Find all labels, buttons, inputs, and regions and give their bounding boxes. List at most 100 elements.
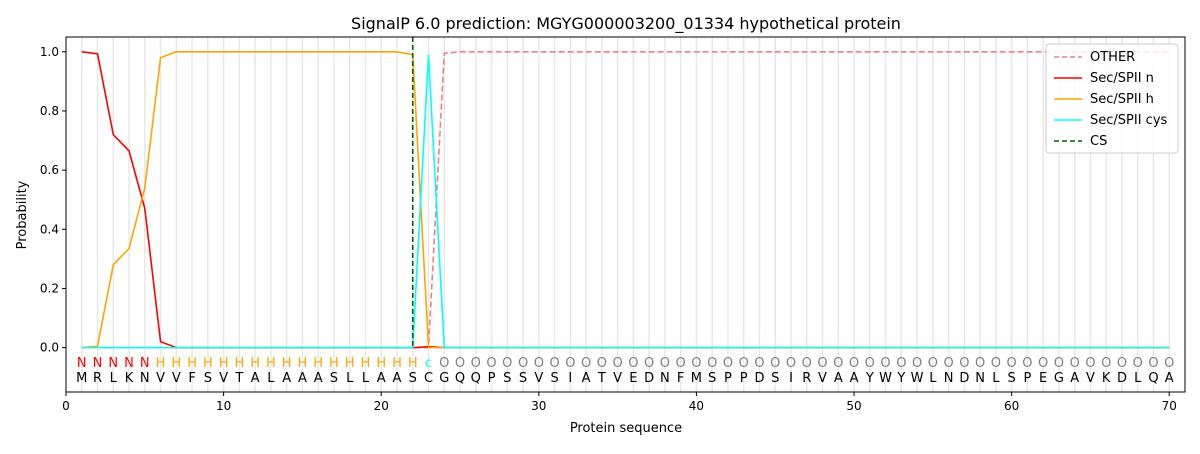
region-label: O (991, 356, 1001, 371)
region-label: O (770, 356, 780, 371)
region-label: O (565, 356, 575, 371)
region-label: N (124, 356, 134, 371)
region-label: O (613, 356, 623, 371)
region-label: O (739, 356, 749, 371)
series-line-sec-spii-cys (81, 54, 1170, 349)
region-label: O (975, 356, 985, 371)
region-label: O (628, 356, 638, 371)
region-label: H (345, 356, 355, 371)
region-label: O (943, 356, 953, 371)
region-label: O (723, 356, 733, 371)
region-label: O (1148, 356, 1158, 371)
region-label: N (108, 356, 118, 371)
region-label: N (77, 356, 87, 371)
region-label: O (549, 356, 559, 371)
region-label: O (1117, 356, 1127, 371)
region-label: O (1007, 356, 1017, 371)
y-tick-label: 1.0 (40, 45, 59, 59)
region-label: O (754, 356, 764, 371)
x-tick-label: 0 (62, 399, 70, 413)
chart-title: SignalP 6.0 prediction: MGYG000003200_01… (351, 14, 901, 34)
region-label: O (817, 356, 827, 371)
y-tick-label: 0.8 (40, 104, 59, 118)
region-label: O (912, 356, 922, 371)
region-label: H (408, 356, 418, 371)
y-tick-label: 0.6 (40, 163, 59, 177)
plot-frame (65, 36, 1186, 393)
region-label: O (1070, 356, 1080, 371)
x-tick-label: 60 (1004, 399, 1019, 413)
x-tick-label: 40 (689, 399, 704, 413)
series-line-other (81, 50, 1170, 349)
x-tick-label: 20 (374, 399, 389, 413)
sequence-residues: MRLKNVVFSVTALAAASLLAASCGQQPSSVSIATVEDNFM… (76, 371, 1174, 386)
region-label: H (298, 356, 308, 371)
x-tick-label: 10 (216, 399, 231, 413)
region-label: O (707, 356, 717, 371)
region-label: O (486, 356, 496, 371)
region-label: C (425, 356, 432, 371)
region-label: O (597, 356, 607, 371)
region-label: H (376, 356, 386, 371)
region-label: O (928, 356, 938, 371)
region-label: O (518, 356, 528, 371)
region-label: O (644, 356, 654, 371)
region-label: H (187, 356, 197, 371)
region-label: O (1101, 356, 1111, 371)
region-label: H (361, 356, 371, 371)
region-label: N (140, 356, 150, 371)
region-label: O (455, 356, 465, 371)
region-label: H (203, 356, 213, 371)
legend-label: Sec/SPII cys (1090, 113, 1168, 128)
region-label: O (849, 356, 859, 371)
region-label: O (676, 356, 686, 371)
legend-label: OTHER (1090, 50, 1135, 65)
region-label: O (833, 356, 843, 371)
region-label: O (1164, 356, 1174, 371)
x-tick-label: 70 (1162, 399, 1177, 413)
region-label: O (896, 356, 906, 371)
region-label: H (234, 356, 244, 371)
region-label: H (313, 356, 323, 371)
region-label: H (392, 356, 402, 371)
region-label: O (786, 356, 796, 371)
series-line-sec-spii-n (81, 50, 1170, 349)
y-tick-label: 0.0 (40, 341, 59, 355)
region-label: O (502, 356, 512, 371)
legend-label: CS (1090, 134, 1107, 149)
region-label: H (219, 356, 229, 371)
region-label: O (439, 356, 449, 371)
region-label: O (1054, 356, 1064, 371)
region-label: O (1133, 356, 1143, 371)
x-tick-label: 50 (846, 399, 861, 413)
legend-label: Sec/SPII h (1090, 92, 1154, 107)
y-tick-label: 0.4 (40, 222, 59, 236)
region-label: O (1085, 356, 1095, 371)
region-label: O (802, 356, 812, 371)
legend-box (1045, 43, 1179, 154)
x-tick-label: 30 (531, 399, 546, 413)
region-label: H (266, 356, 276, 371)
region-label: H (250, 356, 260, 371)
region-label: O (1022, 356, 1032, 371)
series-line-sec-spii-h (81, 50, 1170, 349)
region-label: H (171, 356, 181, 371)
region-label: O (865, 356, 875, 371)
region-label: O (1038, 356, 1048, 371)
y-tick-label: 0.2 (40, 281, 59, 295)
legend: OTHER Sec/SPII n Sec/SPII h Sec/SPII cys CS (1045, 43, 1179, 154)
region-label: O (534, 356, 544, 371)
region-label: O (581, 356, 591, 371)
region-label: O (880, 356, 890, 371)
region-label: N (93, 356, 103, 371)
y-axis-label: Probability (15, 180, 30, 249)
region-label: O (959, 356, 969, 371)
x-axis-label: Protein sequence (570, 421, 682, 436)
region-label: O (691, 356, 701, 371)
region-label: H (282, 356, 292, 371)
region-label: H (329, 356, 339, 371)
legend-label: Sec/SPII n (1090, 71, 1154, 86)
